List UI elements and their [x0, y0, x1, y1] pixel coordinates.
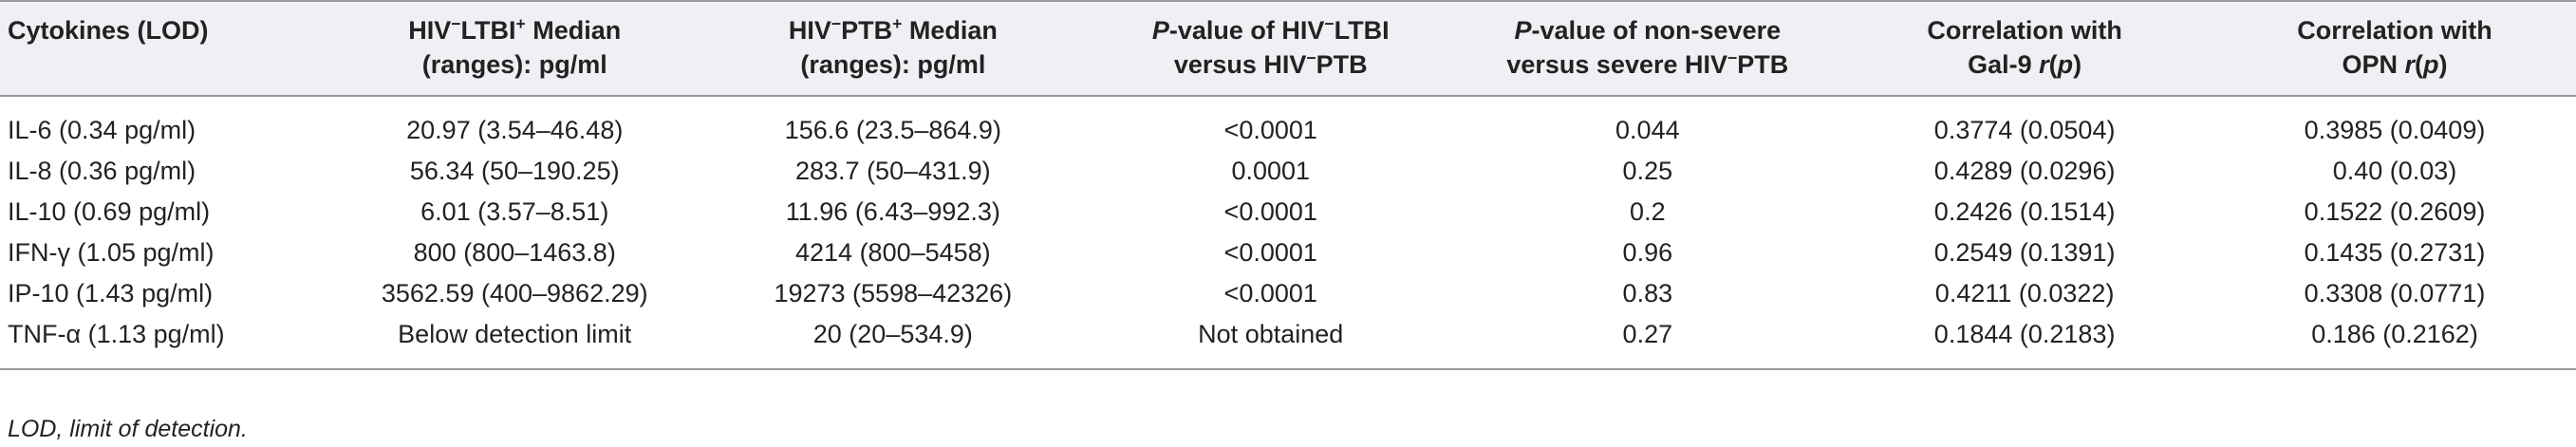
table-cell: 0.3308 (0.0771)	[2304, 279, 2486, 307]
header-text: (	[2415, 50, 2424, 79]
column-header: HIV−LTBI+ Median (ranges): pg/ml	[325, 0, 704, 97]
row-label-cell: IP-10 (1.43 pg/ml)	[8, 279, 214, 307]
table-cell: 0.25	[1622, 157, 1673, 185]
table-header: Cytokines (LOD) HIV−LTBI+ Median (ranges):…	[0, 0, 2576, 97]
table-cell: <0.0001	[1223, 238, 1317, 267]
header-superscript: +	[892, 14, 903, 33]
header-superscript: −	[451, 14, 461, 33]
table-cell: 283.7 (50–431.9)	[795, 157, 991, 185]
table-cell: 156.6 (23.5–864.9)	[784, 116, 1001, 144]
header-text: LTBI	[460, 16, 516, 45]
header-text: r	[2404, 50, 2416, 79]
header-text: P	[1151, 16, 1169, 45]
table-cell: 0.40 (0.03)	[2332, 157, 2457, 185]
header-text: (ranges): pg/ml	[800, 50, 986, 79]
header-superscript: −	[1306, 48, 1316, 67]
header-text: LTBI	[1334, 16, 1390, 45]
table-cell: <0.0001	[1223, 279, 1317, 307]
column-header: Correlation with Gal-9 r(p)	[1836, 0, 2214, 97]
table-cell: <0.0001	[1223, 197, 1317, 226]
table-cell: 6.01 (3.57–8.51)	[420, 197, 609, 226]
table-cell: 0.27	[1459, 314, 1837, 370]
header-text: -value of non-severe	[1531, 16, 1782, 45]
table-row: IP-10 (1.43 pg/ml) 3562.59 (400–9862.29) 1…	[0, 273, 2576, 314]
table-row: TNF-α (1.13 pg/ml) Below detection limit 2…	[0, 314, 2576, 370]
header-text: HIV	[408, 16, 452, 45]
header-text: OPN	[2342, 50, 2405, 79]
header-text: -value of HIV	[1168, 16, 1325, 45]
header-text: p	[2057, 50, 2074, 79]
column-header: Correlation with OPN r(p)	[2213, 0, 2576, 97]
header-text: )	[2438, 50, 2448, 79]
table-row: IL-10 (0.69 pg/ml) 6.01 (3.57–8.51) 11.96 …	[0, 192, 2576, 233]
table-cell: 20 (20–534.9)	[703, 314, 1083, 370]
header-row: Cytokines (LOD) HIV−LTBI+ Median (ranges):…	[0, 0, 2576, 97]
table-row: IL-8 (0.36 pg/ml) 56.34 (50–190.25) 283.7 …	[0, 151, 2576, 192]
table-cell: 0.96	[1622, 238, 1673, 267]
row-label-cell: IL-10 (0.69 pg/ml)	[8, 197, 211, 226]
cytokine-table: Cytokines (LOD) HIV−LTBI+ Median (ranges):…	[0, 0, 2576, 370]
header-superscript: −	[1324, 14, 1335, 33]
table-cell: 0.3985 (0.0409)	[2304, 116, 2486, 144]
row-label-cell: IL-8 (0.36 pg/ml)	[8, 157, 196, 185]
header-text: Correlation with	[1927, 16, 2122, 45]
header-text: versus severe HIV	[1506, 50, 1728, 79]
table-cell: 0.0001	[1231, 157, 1311, 185]
header-text: Median	[902, 16, 998, 45]
header-text: p	[2423, 50, 2439, 79]
table-cell: 0.2426 (0.1514)	[1933, 197, 2116, 226]
header-text: Cytokines (LOD)	[8, 16, 209, 45]
header-text: Correlation with	[2297, 16, 2492, 45]
header-text: versus HIV	[1173, 50, 1307, 79]
table-cell: 56.34 (50–190.25)	[409, 157, 620, 185]
table-cell: 0.4211 (0.0322)	[1934, 279, 2115, 307]
header-text: )	[2073, 50, 2082, 79]
table-cell: 0.2	[1630, 197, 1666, 226]
header-text: PTB	[841, 16, 893, 45]
header-text: r	[2039, 50, 2049, 79]
table-row: IL-6 (0.34 pg/ml) 20.97 (3.54–46.48) 156.6…	[0, 96, 2576, 151]
table-cell: 0.83	[1622, 279, 1673, 307]
table-cell: 0.4289 (0.0296)	[1933, 157, 2116, 185]
header-text: HIV	[788, 16, 831, 45]
column-header: P-value of HIV−LTBI versus HIV−PTB	[1082, 0, 1460, 97]
table-cell: 800 (800–1463.8)	[413, 238, 616, 267]
header-superscript: +	[515, 14, 526, 33]
row-label-cell: IFN-γ (1.05 pg/ml)	[8, 238, 215, 267]
table-footnote: LOD, limit of detection.	[8, 416, 248, 442]
column-header: HIV−PTB+ Median (ranges): pg/ml	[703, 0, 1083, 97]
row-label-cell: IL-6 (0.34 pg/ml)	[8, 116, 196, 144]
header-text: Gal-9	[1968, 50, 2040, 79]
table-cell: 0.3774 (0.0504)	[1933, 116, 2116, 144]
row-label-cell: TNF-α (1.13 pg/ml)	[0, 314, 326, 370]
table-cell: 0.2549 (0.1391)	[1933, 238, 2116, 267]
table-cell: 4214 (800–5458)	[795, 238, 991, 267]
header-text: (	[2048, 50, 2058, 79]
header-text: PTB	[1737, 50, 1789, 79]
header-text: P	[1514, 16, 1532, 45]
table-cell: <0.0001	[1223, 116, 1317, 144]
table-cell: 3562.59 (400–9862.29)	[381, 279, 648, 307]
table-cell: 0.186 (0.2162)	[2213, 314, 2576, 370]
table-cell: 0.044	[1615, 116, 1680, 144]
table-cell: 20.97 (3.54–46.48)	[406, 116, 624, 144]
table-cell: Below detection limit	[325, 314, 704, 370]
header-text: PTB	[1316, 50, 1368, 79]
table-cell: 11.96 (6.43–992.3)	[785, 197, 1000, 226]
table-cell: Not obtained	[1082, 314, 1460, 370]
header-superscript: −	[1727, 48, 1738, 67]
column-header: Cytokines (LOD)	[0, 0, 326, 97]
table-cell: 0.1435 (0.2731)	[2304, 238, 2486, 267]
table-cell: 0.1522 (0.2609)	[2304, 197, 2486, 226]
table-body: IL-6 (0.34 pg/ml) 20.97 (3.54–46.48) 156.6…	[0, 96, 2576, 370]
table-cell: 0.1844 (0.2183)	[1836, 314, 2214, 370]
header-text: Median	[525, 16, 622, 45]
header-superscript: −	[831, 14, 842, 33]
column-header: P-value of non-severe versus severe HIV−P…	[1459, 0, 1837, 97]
table-row: IFN-γ (1.05 pg/ml) 800 (800–1463.8) 4214 (…	[0, 233, 2576, 273]
table-cell: 19273 (5598–42326)	[774, 279, 1013, 307]
header-text: (ranges): pg/ml	[421, 50, 607, 79]
